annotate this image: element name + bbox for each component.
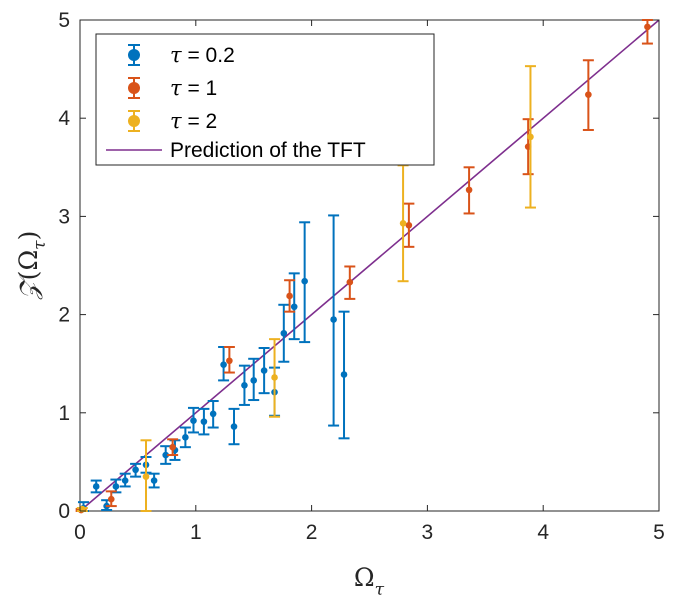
x-tick-labels: 0 1 2 3 4 5 [74,521,665,544]
data-point [200,418,208,425]
data-point [162,451,169,459]
data-point [230,423,238,430]
y-tick-label: 4 [58,107,70,130]
legend-label-value: = 1 [182,77,218,100]
x-axis-title: Ωτ [354,563,385,600]
x-axis-title-sub: τ [375,580,385,600]
data-point [585,91,592,98]
data-point [107,495,115,503]
legend-label: τ = 0.2 [170,43,235,67]
legend-label-var: τ [170,109,182,133]
x-tick-label: 5 [653,521,665,544]
legend-label-value: = 2 [182,110,218,133]
legend-box [95,33,435,166]
data-point [169,443,176,451]
y-tick-label: 0 [58,500,70,523]
x-tick-label: 0 [74,521,86,544]
data-point [301,277,308,285]
data-point [286,292,293,300]
data-point [644,23,651,31]
legend-label-var: τ [170,43,182,67]
ticks-group [79,19,660,512]
legend-label-var: τ [170,76,182,100]
data-point [399,219,407,227]
x-tick-label: 4 [537,521,549,544]
y-axis-title-arg: (Ω [14,250,43,280]
data-point [142,473,150,480]
data-point [121,477,129,484]
data-point [182,434,189,441]
x-tick-label: 2 [306,521,318,544]
y-tick-label: 3 [58,205,70,228]
legend-label-prediction: Prediction of the TFT [170,139,366,162]
x-axis-title-base: Ω [354,563,375,592]
x-tick-label: 1 [190,521,202,544]
x-tick-label: 3 [422,521,434,544]
legend-label-value: = 0.2 [182,44,235,67]
y-tick-labels: 0 1 2 3 4 5 [58,9,70,523]
y-tick-label: 5 [58,9,70,32]
legend-label: τ = 2 [170,109,217,133]
y-tick-label: 1 [58,402,70,425]
data-point [260,367,268,374]
data-point [290,303,298,311]
legend-marker [128,115,140,127]
y-axis-title-close: ) [14,231,43,241]
prediction-line [79,19,660,512]
legend-marker [128,82,140,94]
data-point [527,133,534,141]
data-point [241,382,248,389]
data-point [340,371,348,378]
data-point [112,483,120,490]
data-point [465,186,473,194]
data-point [346,278,354,286]
data-point [405,221,413,229]
data-point [150,477,158,484]
data-point [190,417,197,424]
data-point [220,361,227,368]
data-point [132,466,139,474]
y-tick-label: 2 [58,304,70,327]
data-point [330,316,337,323]
y-axis-title-sub: τ [30,240,50,250]
data-point [250,377,257,384]
data-point [209,410,217,418]
prediction-line-group [79,19,660,512]
data-point [226,357,233,365]
data-point [92,483,100,490]
data-point [280,329,288,337]
y-axis-title: 𝒵(Ωτ) [14,231,50,301]
legend-label: τ = 1 [170,76,217,100]
data-point [271,374,278,381]
legend-marker [128,49,140,61]
